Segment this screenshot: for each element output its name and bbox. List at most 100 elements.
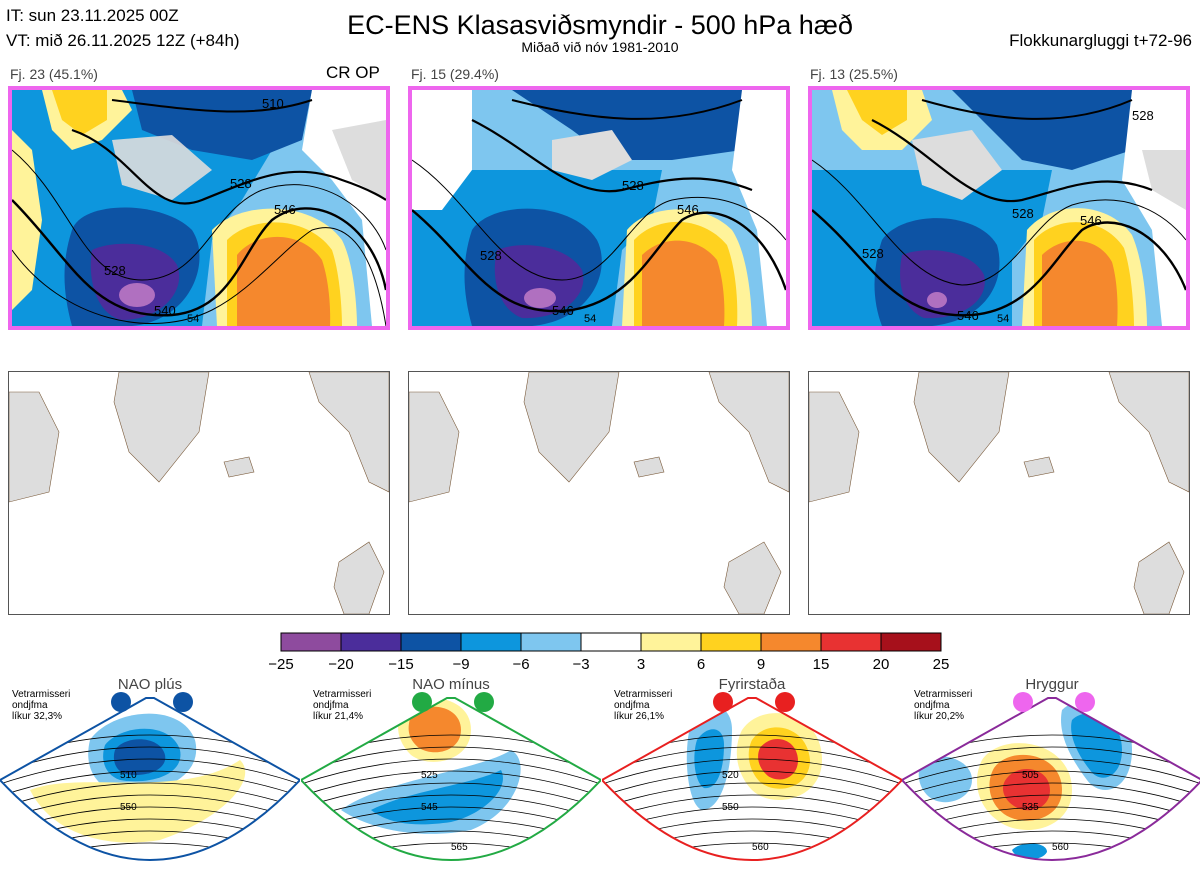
- colorbar-segment: [580, 632, 642, 652]
- cluster-2-contour-label: 546: [677, 202, 699, 217]
- page-subtitle: Miðað við nóv 1981-2010: [521, 39, 679, 55]
- valid-time: VT: mið 26.11.2025 12Z (+84h): [6, 31, 240, 50]
- cluster-2-contour-label: 528: [480, 248, 502, 263]
- cluster-3-contour-label: 54: [997, 313, 1009, 325]
- colorbar-tick-label: −15: [388, 656, 414, 673]
- regime-map: 505 535 560: [902, 692, 1200, 861]
- regime-contour-label: 510: [120, 770, 137, 781]
- regime-contour-label: 545: [421, 802, 438, 813]
- regime-info-line: ondjfma: [914, 700, 950, 711]
- colorbar-segment: [700, 632, 762, 652]
- regime-info-line: líkur 21,4%: [313, 711, 364, 722]
- colorbar-tick-label: 9: [756, 656, 766, 673]
- regime-info-line: Vetrarmisseri: [12, 689, 71, 700]
- regime-info-line: líkur 32,3%: [12, 711, 63, 722]
- colorbar-segment: [400, 632, 462, 652]
- regime-marker: [1013, 692, 1033, 712]
- issue-time: IT: sun 23.11.2025 00Z: [6, 6, 179, 25]
- regime-info: Vetrarmisseri ondjfma líkur 21,4%: [313, 689, 393, 722]
- cluster-1-label: Fj. 23 (45.1%): [10, 66, 98, 82]
- colorbar-segment: [820, 632, 882, 652]
- cluster-3-contour-label: 528: [862, 246, 884, 261]
- colorbar-segment: [520, 632, 582, 652]
- empty-map-1: [8, 371, 390, 615]
- regime-info-line: ondjfma: [313, 700, 349, 711]
- regime-marker: [474, 692, 494, 712]
- cluster-2-contour-label: 54: [584, 313, 596, 325]
- regime-contour-label: 535: [1022, 802, 1039, 813]
- cluster-2-contour-label: 546: [552, 303, 574, 318]
- cluster-3-contour-label: 546: [1080, 213, 1102, 228]
- colorbar: [280, 632, 942, 652]
- regime-frame: [0, 697, 300, 861]
- regime-contour-label: 520: [722, 770, 739, 781]
- regime-name: NAO plús: [117, 676, 183, 693]
- regime-marker: [1075, 692, 1095, 712]
- classification-window: Flokkunargluggi t+72-96: [1009, 31, 1192, 50]
- cluster-3-label: Fj. 13 (25.5%): [810, 66, 898, 82]
- regime-name: Fyrirstaða: [718, 676, 786, 693]
- colorbar-segment: [340, 632, 402, 652]
- colorbar-segment: [460, 632, 522, 652]
- regime-frame: [602, 697, 902, 861]
- regime-contour-label: 550: [120, 802, 137, 813]
- regime-map: 525 545 565: [301, 692, 601, 861]
- cluster-2-label: Fj. 15 (29.4%): [411, 66, 499, 82]
- colorbar-tick-label: −3: [572, 656, 590, 673]
- regime-marker: [775, 692, 795, 712]
- colorbar-tick-label: −6: [512, 656, 530, 673]
- cluster-1-contour-label: 546: [274, 202, 296, 217]
- cluster-1-contour-label: 528: [104, 263, 126, 278]
- regime-contour-label: 560: [752, 842, 769, 853]
- page-title: EC-ENS Klasasviðsmyndir - 500 hPa hæð: [347, 10, 853, 40]
- regime-info: Vetrarmisseri ondjfma líkur 20,2%: [914, 689, 994, 722]
- regime-contour-label: 525: [421, 770, 438, 781]
- regime-name: Hryggur: [1025, 676, 1079, 693]
- regime-contour-label: 565: [451, 842, 468, 853]
- regime-info-line: líkur 20,2%: [914, 711, 965, 722]
- cluster-2-map: 528 546 528 546 54: [408, 86, 790, 330]
- cluster-3-map: 528 528 546 528 546 54: [808, 86, 1190, 330]
- cluster-1-contour-label: 54: [187, 313, 199, 325]
- regime-contour-label: 505: [1022, 770, 1039, 781]
- colorbar-segment: [760, 632, 822, 652]
- colorbar-tick-label: 25: [932, 656, 950, 673]
- regime-frame: [902, 697, 1200, 861]
- cluster-3-contour-label: 528: [1012, 206, 1034, 221]
- regime-info: Vetrarmisseri ondjfma líkur 32,3%: [12, 689, 92, 722]
- cluster-3-contour-label: 546: [957, 308, 979, 323]
- colorbar-segment: [640, 632, 702, 652]
- regime-marker: [713, 692, 733, 712]
- colorbar-tick-label: 15: [812, 656, 830, 673]
- regime-contour-label: 560: [1052, 842, 1069, 853]
- regime-contour-label: 550: [722, 802, 739, 813]
- colorbar-segment: [280, 632, 342, 652]
- regime-info-line: ondjfma: [12, 700, 48, 711]
- regime-marker: [173, 692, 193, 712]
- regime-marker: [111, 692, 131, 712]
- colorbar-segment: [880, 632, 942, 652]
- colorbar-tick-label: −25: [268, 656, 294, 673]
- regime-info-line: Vetrarmisseri: [614, 689, 673, 700]
- colorbar-tick-label: −9: [452, 656, 470, 673]
- cluster-1-contour-label: 510: [262, 96, 284, 111]
- regime-map: 520 550 560: [602, 692, 902, 861]
- cluster-1-contour-label: 540: [154, 303, 176, 318]
- colorbar-tick-label: −20: [328, 656, 354, 673]
- empty-map-2: [408, 371, 790, 615]
- cluster-1-extra: CR OP: [326, 63, 380, 82]
- regime-frame: [301, 697, 601, 861]
- empty-map-3: [808, 371, 1190, 615]
- regime-marker: [412, 692, 432, 712]
- regime-info-line: Vetrarmisseri: [313, 689, 372, 700]
- regime-info-line: Vetrarmisseri: [914, 689, 973, 700]
- regime-info: Vetrarmisseri ondjfma líkur 26,1%: [614, 689, 694, 722]
- cluster-1-contour-label: 528: [230, 176, 252, 191]
- colorbar-tick-label: 20: [872, 656, 890, 673]
- colorbar-tick-label: 3: [636, 656, 646, 673]
- regime-name: NAO mínus: [412, 676, 490, 693]
- colorbar-tick-label: 6: [696, 656, 706, 673]
- regime-map: 510 550: [0, 692, 300, 861]
- cluster-1-map: 510 528 528 540 546 54: [8, 86, 390, 330]
- cluster-2-contour-label: 528: [622, 178, 644, 193]
